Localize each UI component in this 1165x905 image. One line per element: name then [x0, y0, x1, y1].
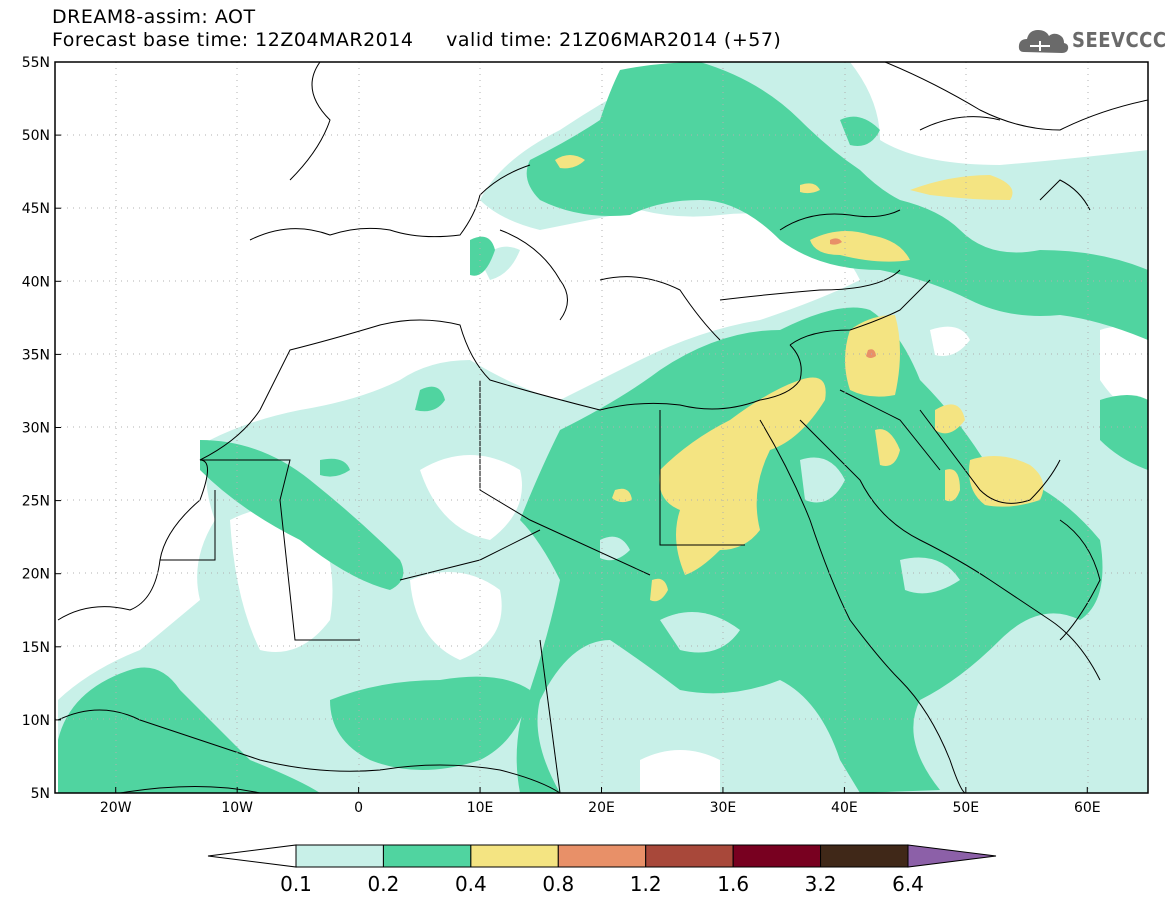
- colorbar-label: 1.2: [630, 872, 662, 896]
- lat-label: 40N: [22, 274, 50, 290]
- lon-label: 40E: [831, 800, 858, 816]
- lat-label: 50N: [22, 128, 50, 144]
- colorbar-swatch: [732, 844, 822, 868]
- aot-level-0.4-field: [555, 155, 1044, 602]
- graticule: [55, 62, 1148, 793]
- colorbar-swatch: [645, 844, 734, 868]
- logo-text: SEEVCCC: [1072, 28, 1165, 52]
- colorbar-label: 0.1: [280, 872, 312, 896]
- longitude-labels: 20W 10W 0 10E 20E 30E 40E 50E 60E: [100, 787, 1101, 816]
- lat-label: 25N: [22, 494, 50, 510]
- colorbar-label: 0.4: [455, 872, 487, 896]
- coastlines: [57, 62, 1148, 793]
- lat-label: 15N: [22, 640, 50, 656]
- title-times: Forecast base time: 12Z04MAR2014 valid t…: [52, 29, 781, 52]
- colorbar: 0.1 0.2 0.4 0.8 1.2 1.6 3.2 6.4: [207, 844, 997, 896]
- cloud-icon: [1018, 30, 1069, 53]
- colorbar-swatch: [382, 844, 472, 868]
- map-title: DREAM8-assim: AOT: [52, 6, 256, 28]
- colorbar-swatch: [295, 844, 384, 868]
- colorbar-swatch: [820, 844, 909, 868]
- colorbar-label: 1.6: [717, 872, 749, 896]
- lat-label: 10N: [22, 713, 50, 729]
- aot-inner-light-patches: [600, 457, 960, 653]
- seevccc-logo: SEEVCCC: [1018, 22, 1165, 58]
- lat-label: 20N: [22, 567, 50, 583]
- lon-label: 0: [354, 800, 363, 816]
- title-block: DREAM8-assim: AOT Forecast base time: 12…: [52, 6, 781, 52]
- lon-label: 30E: [710, 800, 737, 816]
- colorbar-label: 0.2: [368, 872, 400, 896]
- map-area: [55, 62, 1148, 793]
- colorbar-label: 3.2: [805, 872, 837, 896]
- colorbar-arrow-high: [907, 844, 997, 868]
- colorbar-swatch: [557, 844, 647, 868]
- valid-time-label: valid time: 21Z06MAR2014 (+57): [446, 29, 782, 51]
- base-time-label: Forecast base time: 12Z04MAR2014: [52, 29, 414, 51]
- lat-label: 5N: [31, 786, 50, 802]
- lon-label: 20E: [588, 800, 615, 816]
- colorbar-arrow-low: [207, 844, 297, 868]
- colorbar-label: 0.8: [542, 872, 574, 896]
- lat-label: 45N: [22, 201, 50, 217]
- lon-label: 60E: [1074, 800, 1101, 816]
- colorbar-swatch: [470, 844, 559, 868]
- lon-label: 10E: [467, 800, 494, 816]
- lon-label: 50E: [952, 800, 979, 816]
- latitude-labels: 55N 50N 45N 40N 35N 30N 25N 20N 15N 10N 5N: [22, 55, 61, 802]
- lon-label: 20W: [100, 800, 132, 816]
- lat-label: 35N: [22, 347, 50, 363]
- lat-label: 55N: [22, 55, 50, 71]
- colorbar-label: 6.4: [892, 872, 924, 896]
- lat-label: 30N: [22, 421, 50, 437]
- lon-label: 10W: [221, 800, 253, 816]
